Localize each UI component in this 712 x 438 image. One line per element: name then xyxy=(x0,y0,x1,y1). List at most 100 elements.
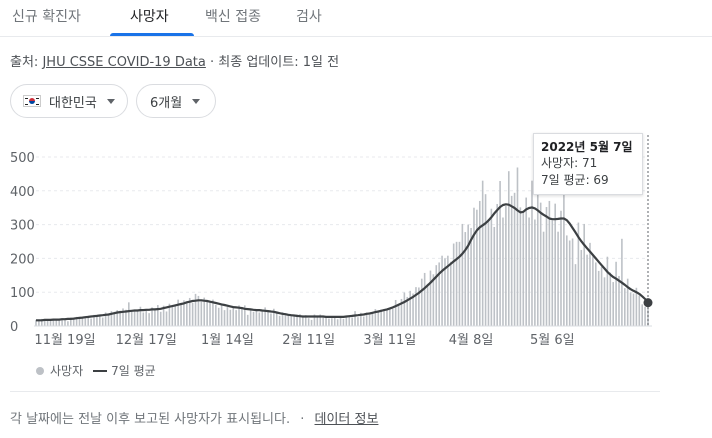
bar xyxy=(536,190,539,326)
bar xyxy=(534,219,536,326)
bar xyxy=(380,309,382,326)
bar xyxy=(101,317,104,326)
bar xyxy=(84,317,87,326)
bar xyxy=(136,310,139,326)
source-prefix: 출처: xyxy=(10,55,39,70)
footnote-separator: · xyxy=(300,412,305,427)
bar xyxy=(261,310,264,326)
bar xyxy=(397,303,400,326)
bar xyxy=(209,301,211,326)
bar xyxy=(484,194,487,326)
bar xyxy=(464,232,467,326)
period-dropdown[interactable]: 6개월 xyxy=(136,84,216,118)
bar xyxy=(502,217,504,326)
bar xyxy=(345,316,348,326)
bar xyxy=(304,315,307,326)
bar xyxy=(444,258,446,326)
bar xyxy=(331,318,333,326)
bar xyxy=(565,235,568,326)
bar xyxy=(142,312,145,326)
bar xyxy=(72,318,75,326)
bar xyxy=(583,223,585,326)
footnote: 각 날짜에는 전날 이후 보고된 사망자가 표시됩니다. · 데이터 정보 xyxy=(10,408,378,427)
bar xyxy=(232,307,235,326)
tab-deaths[interactable]: 사망자 xyxy=(130,9,169,25)
bar xyxy=(125,309,127,326)
bar xyxy=(423,272,426,326)
deaths-chart[interactable]: 500 400 300 200 100 0 11월 19일 12월 17일 1월 14일 2월 1… xyxy=(0,125,712,357)
bar xyxy=(574,264,577,326)
bar xyxy=(107,314,110,326)
bar xyxy=(151,307,153,326)
bar xyxy=(87,316,90,326)
bar xyxy=(432,274,435,326)
bar xyxy=(505,206,507,326)
bar xyxy=(513,192,516,326)
bar xyxy=(357,317,359,326)
bar xyxy=(478,200,481,326)
bar xyxy=(641,304,643,326)
bar xyxy=(461,223,464,326)
bar xyxy=(270,313,272,326)
data-info-link[interactable]: 데이터 정보 xyxy=(314,412,379,427)
x-tick-label: 1월 14일 xyxy=(201,333,254,348)
legend-line-label: 7일 평균 xyxy=(111,364,156,378)
bar xyxy=(470,227,472,326)
bar xyxy=(415,287,417,326)
chevron-down-icon xyxy=(106,98,115,104)
x-tick-label: 2월 11일 xyxy=(282,333,335,348)
bar xyxy=(186,302,188,326)
bar xyxy=(635,287,638,326)
bar xyxy=(293,316,295,326)
bar xyxy=(43,320,46,326)
bar xyxy=(615,261,617,326)
bar xyxy=(499,180,501,326)
bar xyxy=(168,303,171,326)
bar xyxy=(409,290,411,326)
bar xyxy=(171,307,174,326)
bar xyxy=(133,309,136,326)
source-link[interactable]: JHU CSSE COVID-19 Data xyxy=(42,55,206,70)
bar xyxy=(139,306,142,326)
bar xyxy=(313,314,316,326)
bar xyxy=(348,315,351,326)
bar xyxy=(93,314,95,326)
bar xyxy=(490,208,493,326)
bar xyxy=(325,316,327,326)
footnote-text: 각 날짜에는 전날 이후 보고된 사망자가 표시됩니다. xyxy=(10,412,291,427)
country-dropdown[interactable]: 대한민국 xyxy=(10,84,128,118)
bar xyxy=(148,313,150,326)
bar xyxy=(215,305,217,326)
bar xyxy=(273,308,275,326)
country-label: 대한민국 xyxy=(49,95,97,111)
bar xyxy=(174,304,177,326)
bar xyxy=(522,212,525,326)
bar xyxy=(467,224,469,326)
tab-vaccinations[interactable]: 백신 접종 xyxy=(205,9,261,25)
bar xyxy=(496,203,498,326)
bar xyxy=(429,270,432,326)
bar xyxy=(275,311,278,326)
bar xyxy=(600,266,603,326)
average-line xyxy=(36,203,649,322)
bar xyxy=(545,207,548,326)
bar xyxy=(217,307,220,326)
bar xyxy=(249,308,252,326)
bar xyxy=(438,262,440,326)
bar xyxy=(310,319,313,326)
bar xyxy=(55,318,58,326)
tooltip-deaths: 사망자: 71 xyxy=(541,156,598,170)
bar xyxy=(177,299,179,326)
tab-tests[interactable]: 검사 xyxy=(296,9,322,25)
tab-new-cases[interactable]: 신규 확진자 xyxy=(12,9,81,25)
bar xyxy=(35,319,37,326)
divider xyxy=(10,391,660,392)
y-tick-label: 0 xyxy=(10,320,18,335)
x-tick-label: 12월 17일 xyxy=(116,333,177,348)
bar xyxy=(632,293,635,326)
bar xyxy=(287,314,290,326)
source-separator: · xyxy=(210,55,215,70)
bar xyxy=(394,299,397,326)
bar xyxy=(528,217,530,326)
source-line: 출처: JHU CSSE COVID-19 Data · 최종 업데이트: 1일… xyxy=(10,51,339,70)
